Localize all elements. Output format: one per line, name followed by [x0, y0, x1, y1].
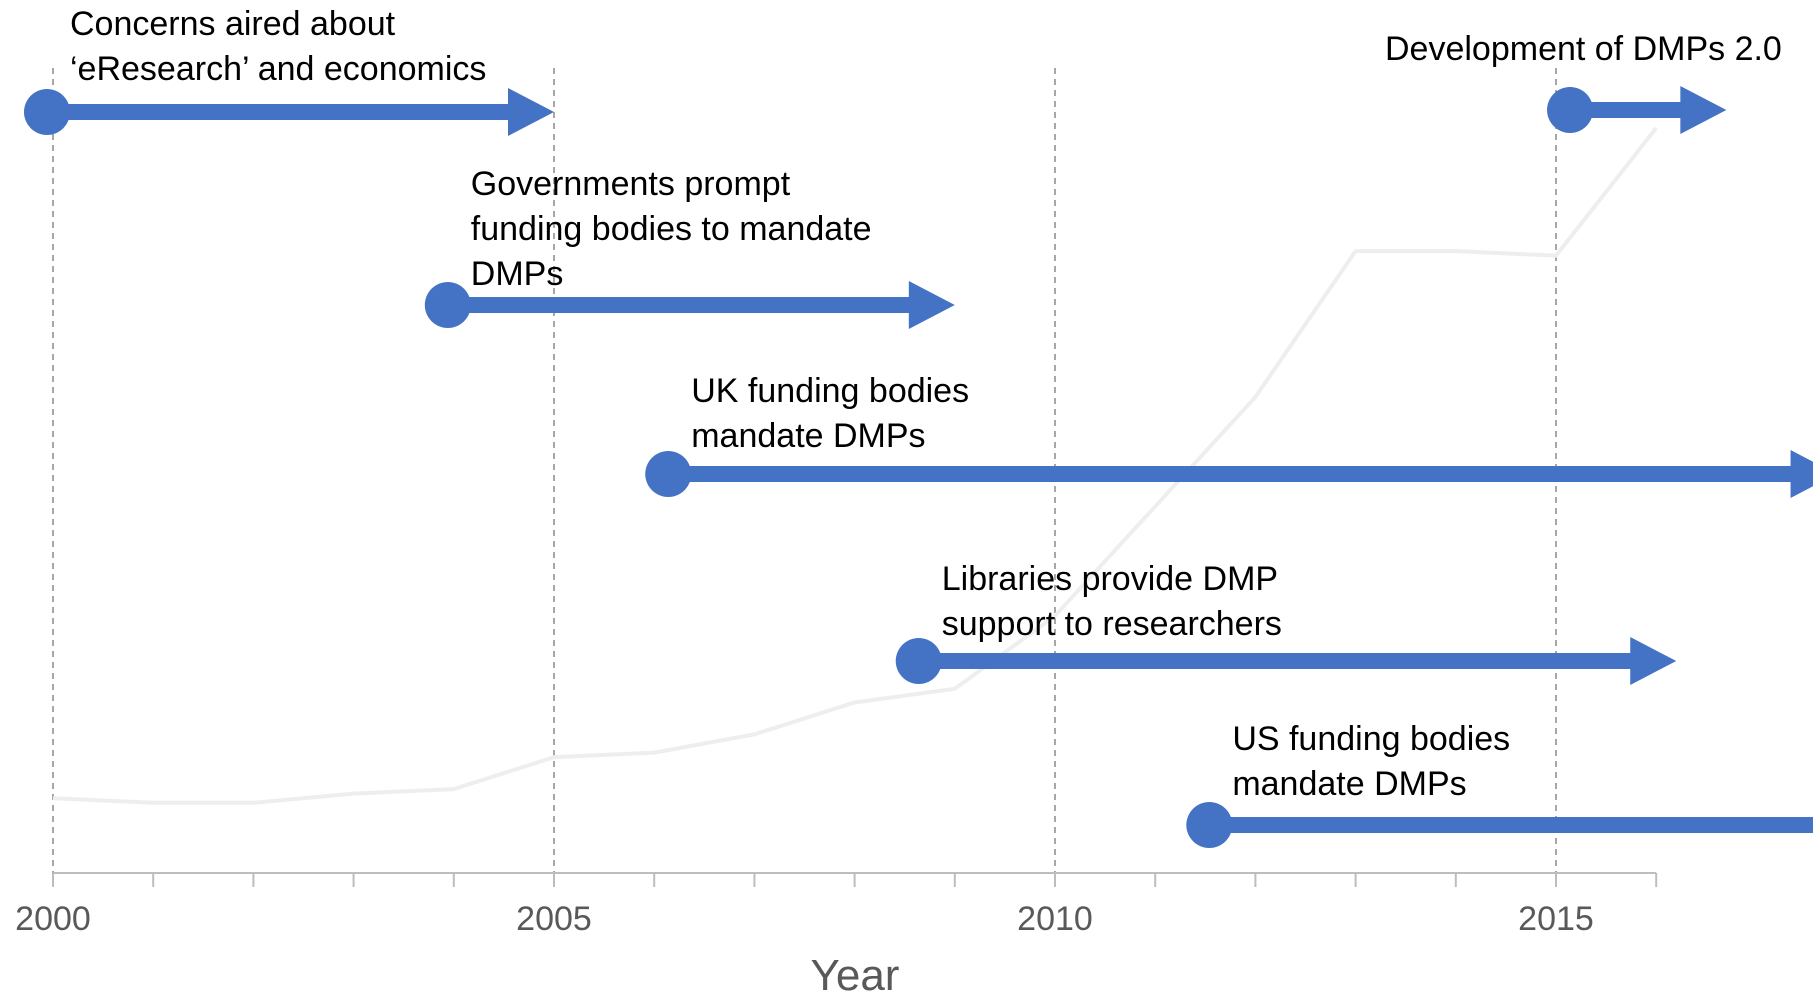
- event-label-line: mandate DMPs: [1232, 765, 1466, 803]
- event-arrow-head: [508, 88, 554, 136]
- x-tick-label-2005: 2005: [516, 900, 592, 938]
- event-label-line: DMPs: [471, 255, 564, 293]
- event-6: Development of DMPs 2.0: [1385, 30, 1782, 134]
- event-3: UK funding bodies mandate DMPs: [645, 372, 1813, 498]
- event-4: Libraries provide DMP support to research…: [895, 560, 1677, 685]
- event-label-line: Concerns aired about: [70, 5, 396, 43]
- x-tick-label-2000: 2000: [15, 900, 91, 938]
- event-start-dot: [1547, 87, 1594, 133]
- event-1: Concerns aired about ‘eResearch’ and econ…: [24, 5, 554, 136]
- event-label-line: Development of DMPs 2.0: [1385, 30, 1782, 68]
- x-axis: 2000 2005 2010 2015: [15, 872, 1658, 938]
- event-label-line: funding bodies to mandate: [471, 210, 872, 248]
- event-arrow-head: [1680, 86, 1727, 134]
- x-tick-label-2015: 2015: [1518, 900, 1594, 938]
- x-axis-title: Year: [811, 951, 900, 997]
- event-label-line: ‘eResearch’ and economics: [70, 50, 486, 88]
- event-label-line: Libraries provide DMP: [942, 560, 1278, 598]
- event-start-dot: [24, 89, 70, 135]
- x-tick-label-2010: 2010: [1017, 900, 1093, 938]
- gridlines: [52, 68, 1557, 873]
- event-label-line: support to researchers: [942, 605, 1282, 643]
- event-start-dot: [1186, 802, 1233, 848]
- event-label-line: mandate DMPs: [691, 417, 925, 455]
- event-arrows: Concerns aired about ‘eResearch’ and econ…: [24, 5, 1813, 848]
- event-5: US funding bodies mandate DMPs: [1186, 720, 1813, 848]
- event-arrow-head: [1630, 637, 1677, 685]
- event-arrow-head: [908, 281, 955, 329]
- event-label-line: UK funding bodies: [691, 372, 969, 410]
- event-start-dot: [424, 282, 471, 328]
- event-start-dot: [645, 451, 692, 497]
- event-start-dot: [895, 638, 942, 684]
- event-2: Governments prompt funding bodies to mand…: [424, 165, 955, 329]
- event-arrow-head: [1790, 450, 1813, 498]
- trend-series: [52, 126, 1658, 805]
- event-label-line: Governments prompt: [471, 165, 791, 203]
- event-label-line: US funding bodies: [1232, 720, 1510, 758]
